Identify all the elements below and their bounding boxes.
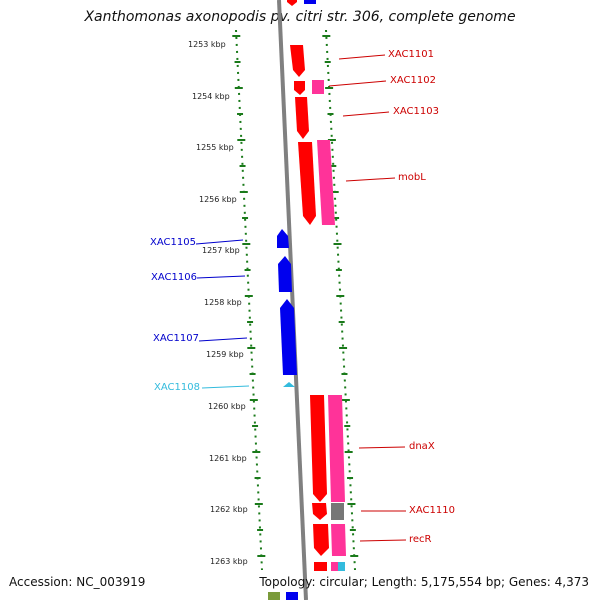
gene-track-forward [268, 0, 346, 600]
gene-dnax[interactable] [310, 395, 327, 502]
gene-mobl[interactable] [298, 142, 316, 225]
gene-xac1110[interactable] [312, 503, 327, 520]
map-title: Xanthomonas axonopodis pv. citri str. 30… [84, 9, 516, 25]
backbone [277, 0, 308, 600]
kbp-label: 1253 kbp [188, 40, 226, 49]
gene-label[interactable]: XAC1102 [390, 75, 436, 86]
gene-next-pink[interactable] [331, 562, 338, 571]
gene-label[interactable]: recR [409, 534, 432, 545]
kbp-label: 1261 kbp [209, 454, 247, 463]
gene-xac1102-pink[interactable] [312, 80, 324, 94]
kbp-label: 1256 kbp [199, 195, 237, 204]
gene-xac1100-pink-partial[interactable] [304, 0, 316, 4]
gene-label[interactable]: XAC1110 [409, 505, 455, 516]
gene-mobl-pink[interactable] [317, 140, 335, 225]
kbp-label: 1255 kbp [196, 143, 234, 152]
gene-xac1105[interactable] [277, 229, 289, 248]
accession-text: Accession: NC_003919 [9, 575, 146, 589]
kbp-label: 1254 kbp [192, 92, 230, 101]
gene-next-red[interactable] [314, 562, 327, 571]
gene-xac1107[interactable] [280, 299, 297, 375]
gene-track-reverse [277, 229, 297, 387]
gene-recr-pink[interactable] [331, 524, 346, 556]
kbp-label: 1259 kbp [206, 350, 244, 359]
gene-xac1110-gray[interactable] [331, 503, 344, 520]
gene-recr[interactable] [313, 524, 329, 556]
gene-label[interactable]: XAC1103 [393, 106, 439, 117]
gene-next-cyan[interactable] [338, 562, 345, 571]
kbp-scale: 1253 kbp 1254 kbp 1255 kbp 1256 kbp 1257… [188, 40, 248, 566]
ruler-ticks [232, 35, 359, 557]
gene-labels: XAC1101 XAC1102 XAC1103 mobL XAC1105 XAC… [150, 49, 455, 545]
kbp-label: 1262 kbp [210, 505, 248, 514]
gene-xac1101[interactable] [290, 45, 305, 77]
gene-label[interactable]: XAC1107 [153, 333, 199, 344]
kbp-label: 1260 kbp [208, 402, 246, 411]
gene-bottom-blue[interactable] [286, 592, 298, 600]
gene-xac1102[interactable] [294, 81, 305, 95]
gene-xac1108[interactable] [283, 382, 295, 387]
gene-bottom-green[interactable] [268, 592, 280, 600]
gene-label[interactable]: XAC1101 [388, 49, 434, 60]
kbp-label: 1257 kbp [202, 246, 240, 255]
kbp-label: 1258 kbp [204, 298, 242, 307]
gene-xac1106[interactable] [278, 256, 292, 292]
gene-label[interactable]: XAC1106 [151, 272, 197, 283]
label-leaders [195, 54, 407, 542]
gene-xac1103[interactable] [295, 97, 309, 139]
gene-label[interactable]: dnaX [409, 441, 435, 452]
gene-label[interactable]: XAC1108 [154, 382, 200, 393]
gene-label[interactable]: XAC1105 [150, 237, 196, 248]
kbp-label: 1263 kbp [210, 557, 248, 566]
gene-dnax-pink[interactable] [328, 395, 345, 502]
genome-summary-text: Topology: circular; Length: 5,175,554 bp… [259, 575, 589, 589]
gene-label[interactable]: mobL [398, 172, 426, 183]
gene-xac1100-partial[interactable] [287, 0, 297, 6]
